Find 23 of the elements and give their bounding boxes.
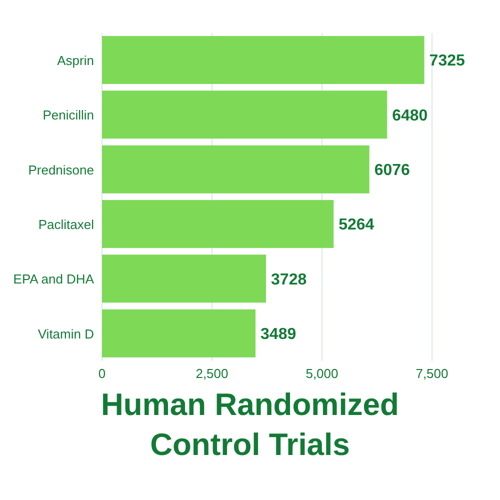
data-label: 6480 <box>392 107 428 124</box>
y-tick-label: Prednisone <box>28 162 94 178</box>
y-tick-label: Penicillin <box>42 108 94 123</box>
data-label: 3489 <box>260 326 296 344</box>
bar <box>102 254 266 303</box>
x-tick-label: 2,500 <box>196 366 228 382</box>
data-label: 5264 <box>338 216 374 234</box>
y-tick-label: Asprin <box>57 52 94 68</box>
text: Human Randomized Control Trials <box>100 386 400 464</box>
data-label: 6076 <box>374 162 410 180</box>
bar <box>102 145 370 194</box>
y-tick-label: EPA and DHA <box>13 272 94 287</box>
data-label: 7325 <box>429 52 465 70</box>
data-label: 3728 <box>271 271 307 288</box>
x-tick-label: 0 <box>98 366 106 382</box>
bar <box>102 200 334 248</box>
bar <box>102 90 388 139</box>
y-tick-label: Vitamin D <box>38 326 94 342</box>
x-tick-label: 5,000 <box>306 366 338 382</box>
bar <box>102 36 424 84</box>
bar <box>102 309 256 358</box>
x-tick-label: 7,500 <box>416 366 448 382</box>
y-tick-label: Paclitaxel <box>38 216 94 232</box>
